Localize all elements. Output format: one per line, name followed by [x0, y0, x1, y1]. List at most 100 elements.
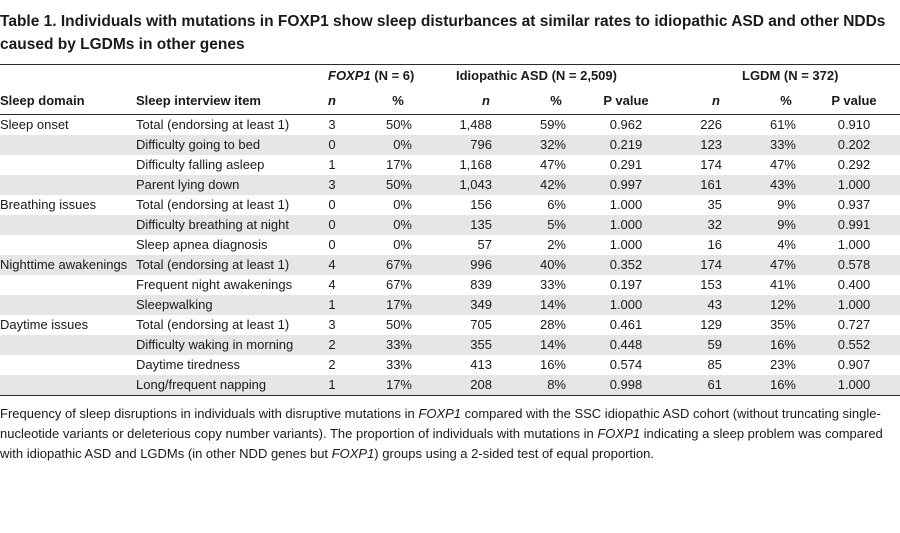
cell-p3: 1.000: [837, 177, 871, 192]
footnote-gene-1: FOXP1: [418, 406, 462, 421]
cell-n1: 3: [328, 117, 336, 132]
cell-n1: 0: [328, 197, 336, 212]
footnote-text-4: ) groups using a 2-sided test of equal p…: [374, 446, 654, 461]
footnote-text-2: compared with the SSC idiopathic ASD coh…: [0, 406, 881, 441]
cell-p3: 1.000: [837, 297, 871, 312]
cell-item: Frequent night awakenings: [136, 277, 293, 292]
cell-n2: 1,043: [459, 177, 492, 192]
cell-pct2: 47%: [539, 157, 566, 172]
cell-domain: Sleep onset: [0, 117, 69, 132]
table-row: Daytime tiredness 2 33% 413 16% 0.574 85 23% 0.9…: [0, 355, 900, 375]
cell-p3: 1.000: [837, 377, 871, 392]
table-row: Long/frequent napping 1 17% 208 8% 0.998 61 16%…: [0, 375, 900, 395]
foxp1-gene-label: FOXP1: [328, 68, 371, 83]
cell-p2: 1.000: [609, 217, 643, 232]
cell-pct1: 0%: [393, 197, 412, 212]
cell-pct3: 12%: [769, 297, 796, 312]
cell-item: Difficulty breathing at night: [136, 217, 289, 232]
table-row: Frequent night awakenings 4 67% 839 33% 0.197…: [0, 275, 900, 295]
cell-pct3: 61%: [769, 117, 796, 132]
cell-domain: Daytime issues: [0, 317, 89, 332]
cell-n2: 156: [470, 197, 492, 212]
cell-pct2: 59%: [539, 117, 566, 132]
cell-p3: 0.937: [837, 197, 871, 212]
cell-item: Sleepwalking: [136, 297, 213, 312]
cell-pct2: 33%: [539, 277, 566, 292]
cell-n2: 208: [470, 377, 492, 392]
cell-pct1: 50%: [385, 317, 412, 332]
cell-p2: 1.000: [609, 297, 643, 312]
cell-p3: 0.578: [837, 257, 871, 272]
col-header-domain: Sleep domain: [0, 93, 85, 108]
footnote-text-3: indicating a sleep problem was compared …: [0, 426, 883, 461]
cell-pct1: 0%: [393, 137, 412, 152]
table-row: Nighttime awakenings Total (endorsing at …: [0, 255, 900, 275]
cell-n1: 1: [328, 297, 336, 312]
cell-n2: 705: [470, 317, 492, 332]
cell-pct1: 50%: [385, 177, 412, 192]
cell-n2: 135: [470, 217, 492, 232]
header-rule: [0, 114, 900, 115]
cell-p3: 1.000: [837, 237, 871, 252]
group-header-lgdm: LGDM (N = 372): [742, 68, 839, 83]
table-row: Sleepwalking 1 17% 349 14% 1.000 43 12% 1.000: [0, 295, 900, 315]
cell-pct2: 42%: [539, 177, 566, 192]
cell-p2: 0.962: [609, 117, 643, 132]
cell-pct1: 50%: [385, 117, 412, 132]
top-rule: [0, 64, 900, 65]
cell-pct3: 23%: [769, 357, 796, 372]
table-row: Sleep apnea diagnosis 0 0% 57 2% 1.000 16 4% 1.0…: [0, 235, 900, 255]
col-header-pct1: %: [392, 93, 404, 108]
table-row: Difficulty falling asleep 1 17% 1,168 47% 0.2…: [0, 155, 900, 175]
cell-pct2: 16%: [539, 357, 566, 372]
cell-n3: 32: [707, 217, 722, 232]
cell-p2: 0.998: [609, 377, 643, 392]
cell-pct3: 41%: [769, 277, 796, 292]
cell-n3: 85: [707, 357, 722, 372]
cell-p2: 1.000: [609, 197, 643, 212]
cell-pct3: 16%: [769, 377, 796, 392]
cell-n1: 2: [328, 357, 336, 372]
cell-n1: 3: [328, 177, 336, 192]
cell-p2: 0.448: [609, 337, 643, 352]
cell-pct3: 47%: [769, 157, 796, 172]
cell-n2: 839: [470, 277, 492, 292]
table-row: Difficulty waking in morning 2 33% 355 14% 0.…: [0, 335, 900, 355]
col-header-n3: n: [712, 93, 720, 108]
cell-pct2: 14%: [539, 337, 566, 352]
table-row: Sleep onset Total (endorsing at least 1) 3…: [0, 115, 900, 135]
cell-n3: 43: [707, 297, 722, 312]
cell-n1: 1: [328, 377, 336, 392]
col-header-item: Sleep interview item: [136, 93, 261, 108]
col-header-n1: n: [328, 93, 336, 108]
col-header-n2: n: [482, 93, 490, 108]
table-footnote: Frequency of sleep disruptions in indivi…: [0, 404, 895, 464]
table-row: Breathing issues Total (endorsing at leas…: [0, 195, 900, 215]
cell-item: Total (endorsing at least 1): [136, 117, 290, 132]
cell-p3: 0.727: [837, 317, 871, 332]
cell-pct3: 16%: [769, 337, 796, 352]
cell-n2: 57: [477, 237, 492, 252]
cell-p2: 0.219: [609, 137, 643, 152]
cell-p3: 0.202: [837, 137, 871, 152]
group-header-foxp1: FOXP1 (N = 6): [328, 64, 414, 88]
cell-pct3: 33%: [769, 137, 796, 152]
cell-pct1: 67%: [385, 257, 412, 272]
cell-pct3: 35%: [769, 317, 796, 332]
cell-p2: 0.352: [609, 257, 643, 272]
column-header-row: Sleep domain Sleep interview item n % n …: [0, 88, 900, 114]
cell-pct2: 5%: [547, 217, 566, 232]
cell-pct1: 0%: [393, 217, 412, 232]
cell-n3: 174: [700, 257, 722, 272]
cell-item: Difficulty falling asleep: [136, 157, 265, 172]
cell-n2: 796: [470, 137, 492, 152]
table-row: Difficulty going to bed 0 0% 796 32% 0.219 123…: [0, 135, 900, 155]
cell-n2: 413: [470, 357, 492, 372]
cell-item: Total (endorsing at least 1): [136, 317, 290, 332]
col-header-p3: P value: [831, 93, 877, 108]
cell-pct1: 33%: [385, 357, 412, 372]
cell-item: Sleep apnea diagnosis: [136, 237, 268, 252]
cell-item: Total (endorsing at least 1): [136, 257, 290, 272]
cell-p3: 0.552: [837, 337, 871, 352]
cell-n1: 0: [328, 217, 336, 232]
